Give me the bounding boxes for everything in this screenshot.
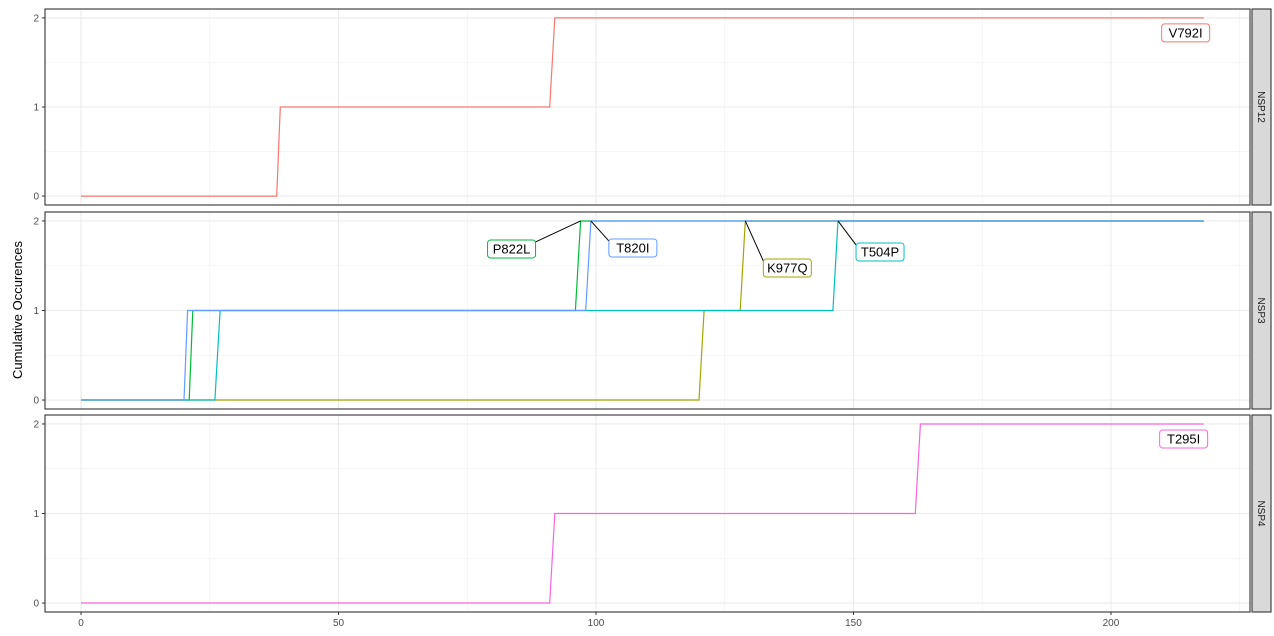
x-tick-label: 50 — [333, 618, 345, 629]
series-line-v792i — [81, 17, 1204, 197]
label-box-p822l — [487, 239, 537, 259]
y-tick-label-nsp3: 1 — [33, 306, 39, 317]
x-tick-label: 150 — [845, 618, 862, 629]
label-box-v792i — [1161, 23, 1211, 43]
x-tick-label: 0 — [78, 618, 84, 629]
y-tick-label-nsp4: 1 — [33, 509, 39, 520]
y-tick-label-nsp12: 1 — [33, 103, 39, 114]
y-tick-label-nsp4: 2 — [33, 419, 39, 430]
label-leader-p822l — [535, 220, 581, 243]
panel-border-nsp4 — [44, 414, 1251, 613]
label-leader-t820i — [590, 220, 610, 242]
y-axis-title: Cumulative Occurences — [10, 241, 25, 379]
label-leader-k977q — [744, 220, 764, 262]
label-leader-t504p — [837, 220, 857, 246]
label-box-k977q — [762, 258, 812, 278]
series-label-t504p: T504P — [861, 244, 899, 259]
series-line-t820i — [81, 220, 1204, 401]
series-label-v792i: V792I — [1169, 25, 1203, 40]
strip-label-nsp12: NSP12 — [1255, 91, 1266, 123]
x-tick-label: 100 — [588, 618, 605, 629]
label-box-t820i — [608, 238, 658, 258]
strip-background-nsp12 — [1251, 8, 1272, 206]
y-tick-label-nsp4: 0 — [33, 599, 39, 610]
strip-background-nsp3 — [1251, 211, 1272, 410]
series-label-t820i: T820I — [616, 240, 649, 255]
strip-background-nsp4 — [1251, 414, 1272, 613]
x-tick-label: 200 — [1103, 618, 1120, 629]
panel-border-nsp12 — [44, 8, 1251, 206]
series-line-t295i — [81, 423, 1204, 604]
strip-label-nsp3: NSP3 — [1255, 297, 1266, 324]
series-label-p822l: P822L — [493, 241, 531, 256]
series-label-t295i: T295I — [1167, 431, 1200, 446]
strip-label-nsp4: NSP4 — [1255, 500, 1266, 527]
panel-border-nsp3 — [44, 211, 1251, 410]
label-box-t295i — [1159, 429, 1209, 449]
y-tick-label-nsp3: 2 — [33, 216, 39, 227]
y-tick-label-nsp12: 2 — [33, 13, 39, 24]
y-tick-label-nsp12: 0 — [33, 192, 39, 203]
label-box-t504p — [855, 242, 905, 262]
y-tick-label-nsp3: 0 — [33, 396, 39, 407]
series-label-k977q: K977Q — [767, 260, 807, 275]
